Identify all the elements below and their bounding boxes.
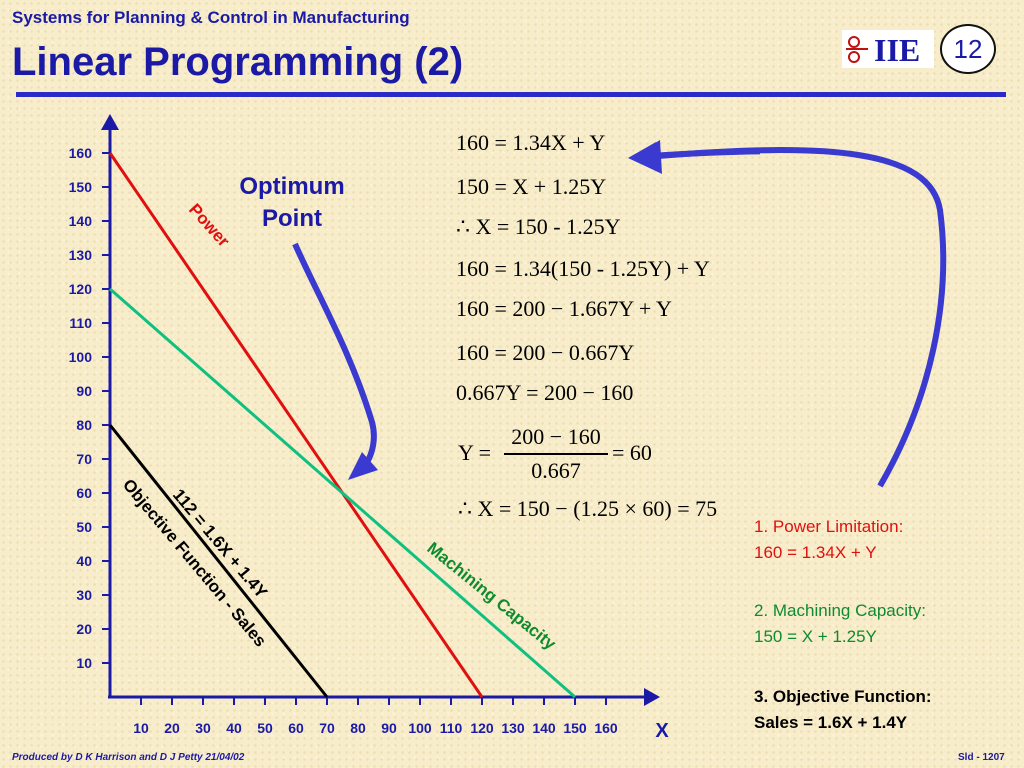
- equation-line: ∴ X = 150 - 1.25Y: [456, 214, 621, 239]
- footer-credit: Produced by D K Harrison and D J Petty 2…: [12, 752, 245, 763]
- slide-title: Linear Programming (2): [12, 40, 464, 84]
- machining-capacity-line: [109, 287, 576, 699]
- footer-slide-id: Sld - 1207: [958, 752, 1005, 763]
- y-tick-label: 90: [76, 383, 92, 399]
- y-tick-label: 100: [69, 349, 93, 365]
- y-tick-label: 30: [76, 587, 92, 603]
- optimum-label-line1: Optimum: [239, 173, 344, 200]
- optimum-label-line2: Point: [262, 205, 322, 232]
- x-tick-label: 70: [319, 720, 335, 736]
- equation-line: 150 = X + 1.25Y: [456, 174, 607, 199]
- constraint-formula: 160 = 1.34X + Y: [754, 543, 877, 562]
- constraint-title: 2. Machining Capacity:: [754, 601, 926, 620]
- fraction: 200 − 160 0.667: [504, 424, 608, 484]
- y-tick-label: 80: [76, 417, 92, 433]
- y-tick-label: 40: [76, 553, 92, 569]
- x-tick-label: 10: [133, 720, 149, 736]
- equation-line: 160 = 1.34(150 - 1.25Y) + Y: [456, 256, 710, 281]
- y-tick-label: 110: [69, 315, 92, 331]
- gear-logo-icon: [846, 36, 868, 63]
- y-tick-label: 160: [69, 145, 93, 161]
- equation-line: 0.667Y = 200 − 160: [456, 380, 634, 405]
- iie-logo: IIE: [842, 30, 934, 68]
- machining-line-label: Machining Capacity: [423, 538, 559, 654]
- y-axis-arrow-icon: [101, 114, 119, 130]
- fraction-bar: [504, 453, 608, 455]
- x-axis-label: X: [655, 720, 669, 742]
- x-tick-label: 90: [381, 720, 397, 736]
- fraction-numerator: 200 − 160: [511, 424, 601, 449]
- x-tick-label: 140: [532, 720, 556, 736]
- equation-line: 160 = 1.34X + Y: [456, 130, 606, 155]
- slide-number: 12: [953, 33, 983, 64]
- constraint-title: 3. Objective Function:: [754, 687, 932, 706]
- x-tick-label: 100: [408, 720, 432, 736]
- constraint-title: 1. Power Limitation:: [754, 517, 904, 536]
- x-axis-arrow-icon: [644, 688, 660, 706]
- constraint-item: 1. Power Limitation: 160 = 1.34X + Y: [754, 514, 903, 566]
- y-tick-label: 140: [69, 213, 93, 229]
- x-ticks: 10 20 30 40 50 60 70 80 90 100 110 120 130 140 150 160: [133, 697, 618, 736]
- fraction-rhs: = 60: [612, 440, 652, 465]
- x-tick-label: 30: [195, 720, 211, 736]
- equation-line: 160 = 200 − 0.667Y: [456, 340, 635, 365]
- y-tick-label: 70: [76, 451, 92, 467]
- y-tick-label: 120: [69, 281, 93, 297]
- presentation-subtitle: Systems for Planning & Control in Manufa…: [12, 8, 410, 27]
- power-line: [108, 152, 484, 698]
- x-tick-label: 130: [501, 720, 525, 736]
- lp-graph: 160150140130120110100908070605040302010 …: [69, 114, 760, 742]
- slide-number-badge: 12: [940, 24, 996, 74]
- logo-text: IIE: [874, 32, 920, 68]
- optimum-arrow-icon: [292, 242, 377, 473]
- x-tick-label: 150: [563, 720, 587, 736]
- equation-line: 160 = 200 − 1.667Y + Y: [456, 296, 672, 321]
- fraction-lhs: Y =: [458, 440, 491, 465]
- constraint-formula: 150 = X + 1.25Y: [754, 627, 877, 646]
- constraint-item: 2. Machining Capacity: 150 = X + 1.25Y: [754, 598, 926, 650]
- constraint-item: 3. Objective Function: Sales = 1.6X + 1.4…: [754, 684, 932, 736]
- power-line-label: Power: [185, 200, 234, 251]
- x-tick-label: 120: [470, 720, 494, 736]
- x-tick-label: 40: [226, 720, 242, 736]
- final-equation: ∴ X = 150 − (1.25 × 60) = 75: [458, 496, 718, 521]
- x-tick-label: 60: [288, 720, 304, 736]
- y-tick-label: 60: [76, 485, 92, 501]
- x-tick-label: 50: [257, 720, 273, 736]
- series-lines: [108, 152, 576, 699]
- y-tick-label: 20: [76, 621, 92, 637]
- axes: [101, 114, 660, 706]
- fraction-denominator: 0.667: [531, 458, 581, 483]
- constraint-formula: Sales = 1.6X + 1.4Y: [754, 713, 908, 732]
- constraint-link-arrowhead-icon: [628, 142, 658, 172]
- y-tick-label: 150: [69, 179, 93, 195]
- y-tick-label: 130: [69, 247, 93, 263]
- y-ticks: 160 150 140 130 120 110 100 90 80 70 60 50 40 30 20 10: [69, 145, 110, 671]
- y-tick-label: 10: [76, 655, 92, 671]
- x-tick-label: 110: [440, 720, 463, 736]
- x-tick-label: 80: [350, 720, 366, 736]
- x-tick-label: 160: [594, 720, 618, 736]
- optimum-arrowhead-icon: [348, 452, 378, 480]
- title-divider: [16, 92, 1006, 97]
- y-tick-label: 50: [76, 519, 92, 535]
- objective-function-line: [108, 424, 329, 698]
- x-tick-label: 20: [164, 720, 180, 736]
